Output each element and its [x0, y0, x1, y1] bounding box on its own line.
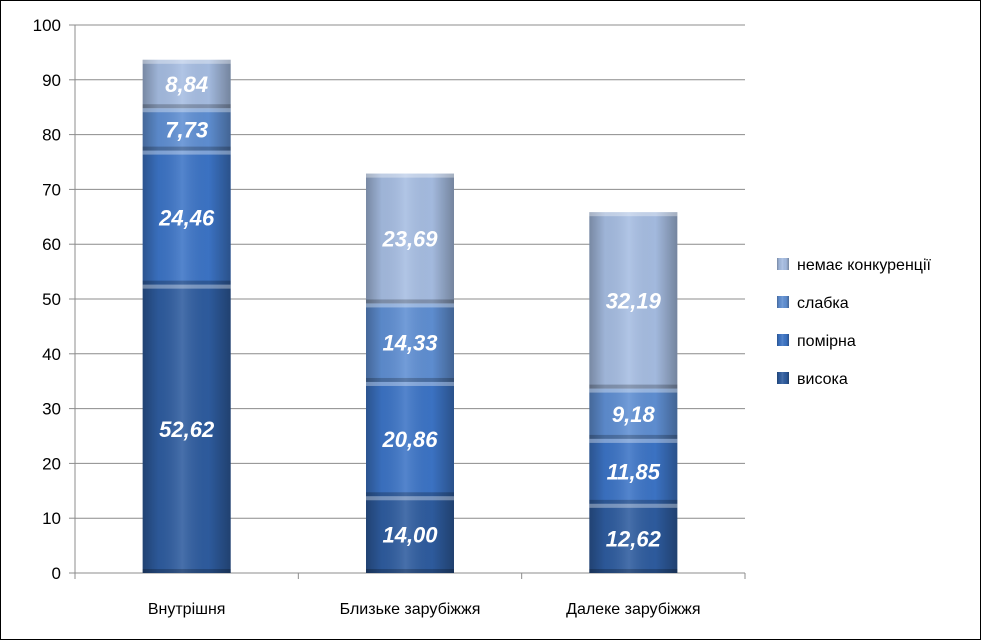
data-label: 52,62	[159, 417, 215, 442]
data-label: 24,46	[158, 206, 215, 231]
bar-segment-bevel	[589, 384, 678, 389]
x-category-label: Близьке зарубіжжя	[340, 601, 481, 618]
data-labels: 52,62 24,46 7,73 8,84 14,00 20,86 14,33 23,69 12…	[158, 72, 661, 551]
bar-segment-bevel	[366, 496, 454, 501]
bar-segment-bevel	[366, 377, 454, 382]
bar-segment-shading	[589, 388, 678, 439]
bar-segment-bevel	[589, 569, 678, 573]
bar-segment-bevel	[589, 212, 678, 217]
data-label: 14,33	[382, 331, 437, 356]
bar-segment-bevel	[142, 569, 231, 573]
y-tick-label: 50	[42, 290, 61, 309]
y-tick-label: 70	[42, 180, 61, 199]
bar-segment-bevel	[142, 104, 231, 109]
legend-swatch-shading	[777, 372, 789, 384]
bar-segment-bevel	[142, 146, 231, 151]
y-tick-label: 90	[42, 71, 61, 90]
legend-label: висока	[797, 371, 848, 388]
bars	[142, 59, 678, 573]
y-tick-label: 80	[42, 126, 61, 145]
bar-segment-shading	[589, 212, 678, 389]
legend-label: немає конкуренції	[797, 257, 932, 274]
bar-segment-bevel	[366, 569, 454, 573]
bar-segment-shading	[589, 438, 678, 504]
y-tick-label: 30	[42, 400, 61, 419]
bar-segment-shading	[142, 59, 231, 109]
legend-label: помірна	[797, 333, 856, 350]
bar-segment-bevel	[589, 499, 678, 504]
bar-segment-bevel	[589, 438, 678, 443]
x-category-label: Далеке зарубіжжя	[566, 601, 700, 618]
y-tick-label: 40	[42, 345, 61, 364]
legend: немає конкуренції слабка помірна висока	[777, 257, 932, 388]
y-tick-label: 60	[42, 235, 61, 254]
legend-swatch-shading	[777, 296, 789, 308]
bar-segment-shading	[366, 173, 454, 304]
bar-segment-shading	[142, 150, 231, 285]
data-label: 7,73	[165, 117, 208, 142]
legend-swatch-shading	[777, 334, 789, 346]
y-tick-label: 0	[52, 564, 61, 583]
bar-segment-shading	[142, 108, 231, 151]
bar-segment-bevel	[366, 381, 454, 386]
bar-segment-shading	[589, 503, 678, 573]
bar-segment-shading	[142, 284, 231, 573]
legend-label: слабка	[797, 295, 849, 312]
data-label: 11,85	[607, 459, 661, 484]
bar-segment-bevel	[366, 492, 454, 497]
axes: 0 10 20 30 40 50 60 70 80 90 100 Внутрішня Близьке з…	[33, 16, 746, 618]
y-tick-label: 20	[42, 454, 61, 473]
bar-segment-bevel	[142, 280, 231, 285]
data-label: 14,00	[382, 523, 438, 548]
data-label: 9,18	[612, 402, 656, 427]
data-label: 8,84	[165, 72, 208, 97]
bar-segment-bevel	[142, 284, 231, 289]
bar-segment-bevel	[142, 59, 231, 64]
bar-segment-bevel	[142, 108, 231, 113]
bar-segment-bevel	[589, 388, 678, 393]
bar-segment-bevel	[366, 173, 454, 178]
data-label: 32,19	[606, 288, 662, 313]
bar-segment-bevel	[589, 434, 678, 439]
x-category-label: Внутрішня	[148, 601, 226, 618]
bar-segment-bevel	[366, 303, 454, 308]
bar-segment-shading	[366, 496, 454, 573]
bar-segment-bevel	[366, 299, 454, 304]
legend-swatch-shading	[777, 258, 789, 270]
data-label: 12,62	[606, 526, 662, 551]
bar-segment-shading	[366, 303, 454, 382]
y-tick-label: 100	[33, 16, 61, 35]
data-label: 20,86	[381, 427, 438, 452]
y-tick-label: 10	[42, 509, 61, 528]
bar-segment-bevel	[142, 150, 231, 155]
bar-segment-shading	[366, 381, 454, 497]
bar-segment-bevel	[589, 503, 678, 508]
data-label: 23,69	[381, 227, 438, 252]
